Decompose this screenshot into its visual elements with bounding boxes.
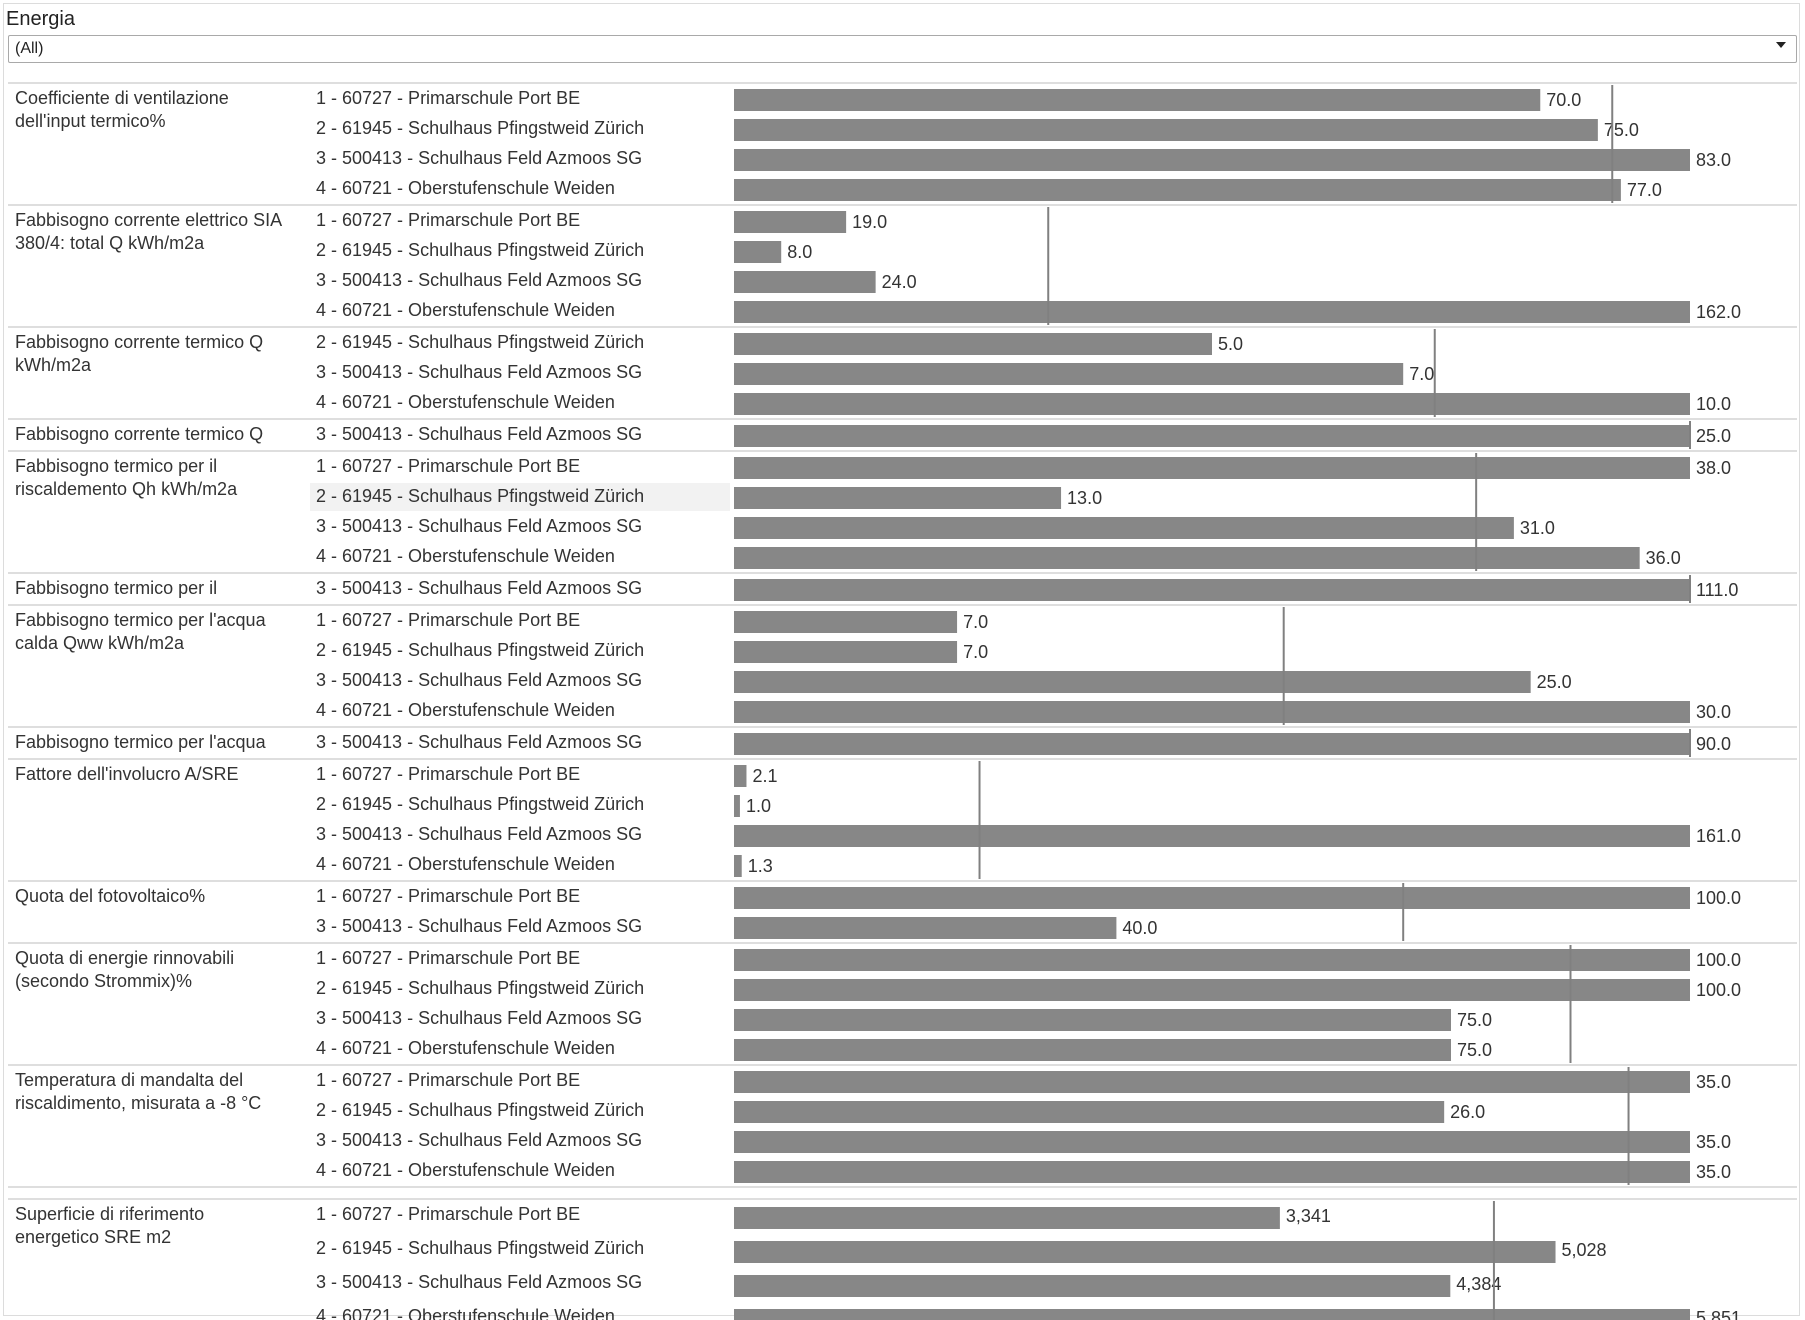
filter-label: Energia [6, 8, 75, 30]
filter-selected-value: (All) [15, 40, 44, 57]
chevron-down-icon [1776, 42, 1786, 48]
energia-filter-dropdown[interactable]: (All) [8, 35, 1797, 63]
dashboard-frame [3, 3, 1800, 1316]
